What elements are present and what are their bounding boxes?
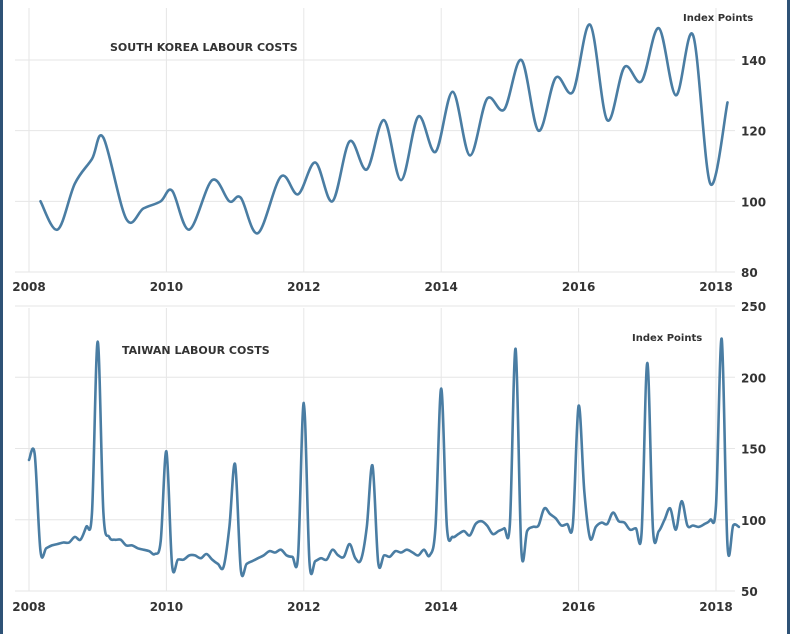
y-tick-label: 100: [741, 195, 766, 209]
south-korea-chart: SOUTH KOREA LABOUR COSTS Index Points 80…: [12, 8, 766, 294]
y-axis-unit: Index Points: [683, 13, 753, 24]
x-tick-label: 2016: [562, 600, 595, 614]
x-tick-label: 2018: [699, 600, 732, 614]
y-tick-label: 140: [741, 54, 766, 68]
frame-left-border: [0, 0, 3, 634]
x-tick-label: 2012: [287, 600, 320, 614]
y-axis-unit: Index Points: [632, 333, 702, 344]
x-tick-label: 2014: [424, 600, 457, 614]
frame-right-border: [787, 0, 790, 634]
x-tick-label: 2010: [150, 600, 183, 614]
x-tick-label: 2012: [287, 280, 320, 294]
taiwan-chart: TAIWAN LABOUR COSTS Index Points 50 100 15…: [12, 300, 766, 614]
y-tick-label: 250: [741, 300, 766, 314]
y-tick-label: 150: [741, 443, 766, 457]
x-tick-label: 2018: [699, 280, 732, 294]
y-tick-label: 50: [741, 585, 758, 599]
x-tick-label: 2014: [424, 280, 457, 294]
y-tick-label: 80: [741, 266, 758, 280]
x-tick-label: 2016: [562, 280, 595, 294]
series-line: [27, 337, 741, 578]
chart-title: TAIWAN LABOUR COSTS: [122, 344, 270, 357]
y-tick-label: 100: [741, 514, 766, 528]
x-tick-label: 2010: [150, 280, 183, 294]
chart-title: SOUTH KOREA LABOUR COSTS: [110, 41, 298, 54]
y-tick-label: 120: [741, 125, 766, 139]
x-tick-label: 2008: [12, 280, 45, 294]
x-tick-label: 2008: [12, 600, 45, 614]
series-line: [39, 23, 729, 235]
y-tick-label: 200: [741, 371, 766, 385]
